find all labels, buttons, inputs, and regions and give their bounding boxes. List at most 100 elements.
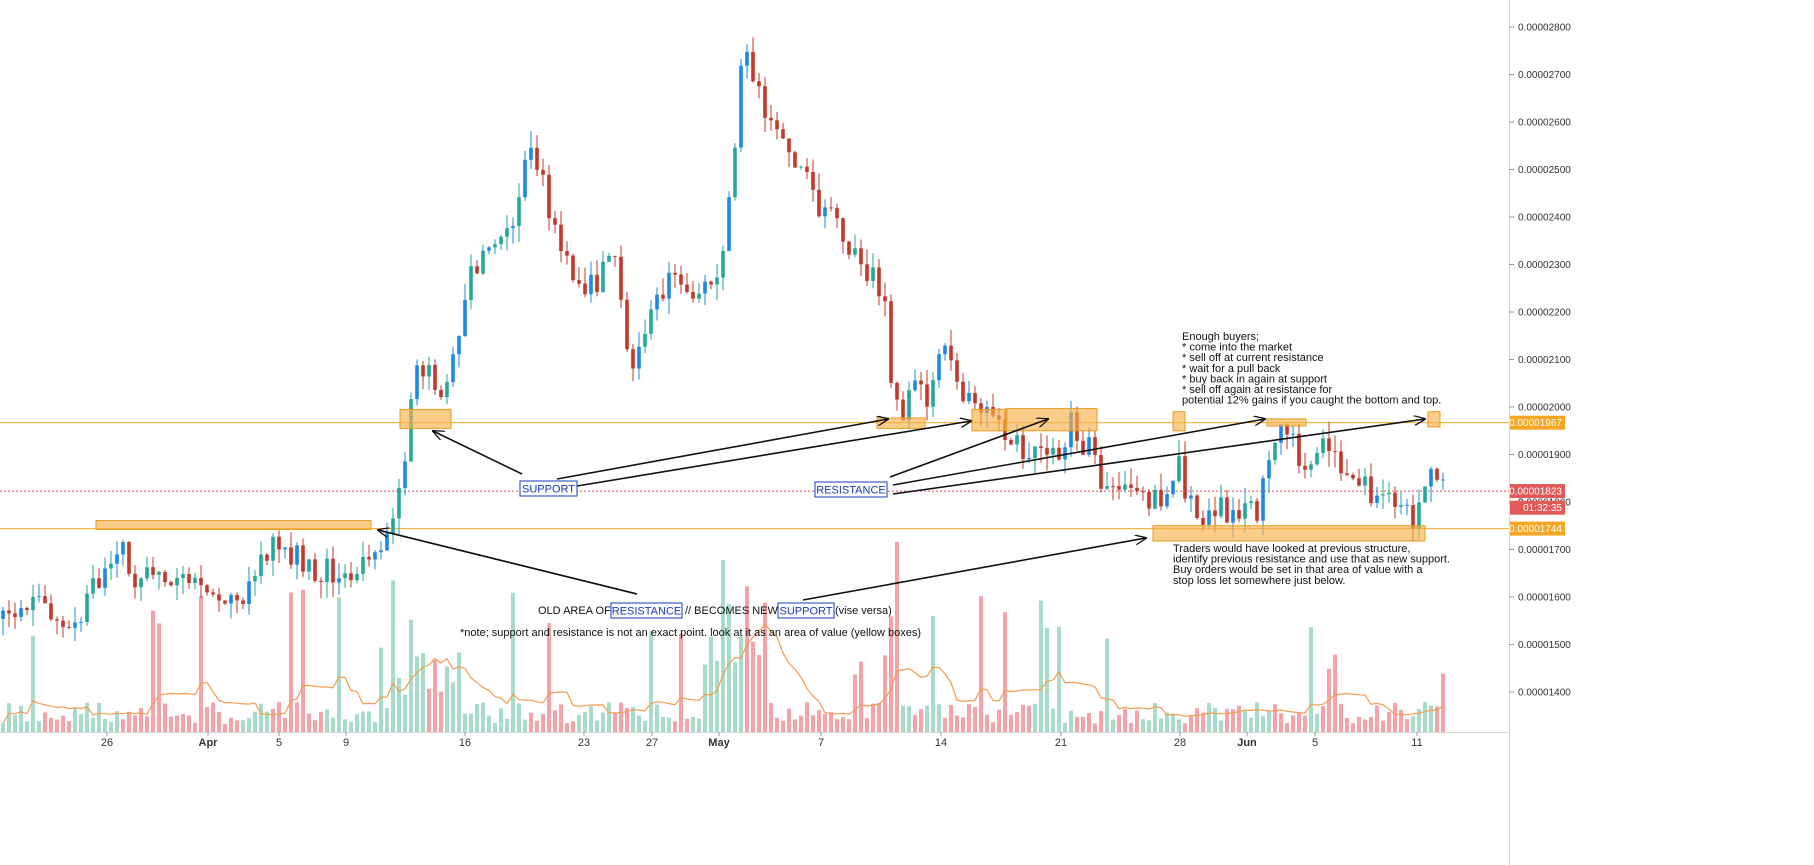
volume-bar [499,708,503,732]
price-axis-tag: 0.00001744 [1509,521,1565,536]
value-zone-box[interactable] [1427,411,1441,428]
volume-bar [163,703,167,732]
volume-bar [1429,705,1433,732]
annotation-arrow [892,419,1265,486]
candle-body [901,399,905,420]
candle-body [637,346,641,369]
candle-body [871,267,875,281]
candle-body [667,272,671,299]
candle-body [1411,505,1415,529]
candle-body [1291,433,1295,435]
volume-bar [271,708,275,732]
price-tick-label: 0.00001400 [1518,688,1571,699]
volume-bar [253,711,257,732]
volume-bar [877,702,881,732]
volume-bar [97,702,101,732]
candle-body [835,207,839,219]
candle-body [199,577,203,586]
buyers-note-line: * buy back in again at support [1182,373,1327,385]
annotation-arrow [576,421,971,487]
volume-bar [577,714,581,732]
volume-bar [259,703,263,732]
time-tick-label: 28 [1174,737,1186,749]
value-zone-box[interactable] [1172,411,1186,432]
volume-bar [703,664,707,732]
candle-body [583,283,587,295]
volume-bar [43,712,47,732]
candle-body [1159,489,1163,507]
old-area-resistance-tag[interactable]: RESISTANCE [610,602,683,619]
candle-body [97,578,101,588]
volume-bar [1285,723,1289,732]
candle-body [415,365,419,400]
price-axis[interactable]: 0.00002800 0.00002700 0.00002600 0.00002500… [1509,23,1571,699]
volume-bar [319,711,323,732]
volume-bar [475,703,479,732]
time-axis[interactable]: 26 Apr 5 9 16 23 27 May 7 14 21 28 Jun 5 11 [101,732,1423,749]
candle-body [907,390,911,420]
resistance-tag-label: RESISTANCE [816,485,885,497]
volume-bar [811,715,815,732]
candle-body [1027,457,1031,460]
volume-bar [907,706,911,732]
candle-body [43,596,47,604]
value-zone-box[interactable] [1005,407,1098,432]
candle-body [301,545,305,572]
resistance-tag[interactable]: RESISTANCE [814,481,888,498]
value-zone-box[interactable] [971,408,1008,432]
volume-bar [415,656,419,732]
candle-body [1087,437,1091,455]
candle-body [589,274,593,295]
volume-bar [109,721,113,732]
volume-bar [835,719,839,732]
volume-bar [505,718,509,732]
volume-bar [49,717,53,732]
candle-body [673,272,677,275]
volume-bar [601,712,605,732]
volume-bar [121,719,125,732]
volume-bar [493,722,497,732]
candle-body [1321,438,1325,453]
volume-bar [229,717,233,732]
candle-body [181,574,185,578]
value-zone-box[interactable] [399,408,452,429]
candle-body [1183,456,1187,499]
time-tick-label: 21 [1055,737,1067,749]
support-tag[interactable]: SUPPORT [519,480,578,497]
candle-body [613,255,617,257]
candle-body [877,267,881,297]
candle-body [331,558,335,583]
candle-body [1093,437,1097,456]
volume-bar [1219,720,1223,732]
candle-body [1,610,5,619]
candle-body [157,571,161,575]
volume-bar [223,723,227,732]
candle-body [37,596,41,598]
value-zone-box[interactable] [1152,525,1426,542]
volume-bar [685,718,689,732]
volume-bar [865,718,869,732]
volume-bar [967,704,971,732]
candle-body [1417,502,1421,529]
volume-bar [103,718,107,732]
value-zone-box[interactable] [95,520,372,531]
old-area-support-tag[interactable]: SUPPORT [777,602,835,619]
annotation-arrow [433,431,523,475]
volume-bar [895,542,899,732]
volume-bar [1069,710,1073,732]
volume-bar [883,655,887,732]
old-area-suffix: (vise versa) [835,605,892,617]
volume-bar [1303,715,1307,732]
price-tick-label: 0.00001500 [1518,640,1571,651]
value-zone-box[interactable] [1266,418,1307,427]
candle-body [253,576,257,582]
volume-bar [1435,706,1439,732]
traders-note-line: stop loss let somewhere just below. [1173,575,1345,587]
candle-body [1243,503,1247,519]
candle-body [529,147,533,160]
candle-body [229,594,233,604]
volume-bar [1279,713,1283,732]
volume-bar [529,712,533,732]
time-tick-label: May [708,737,730,749]
